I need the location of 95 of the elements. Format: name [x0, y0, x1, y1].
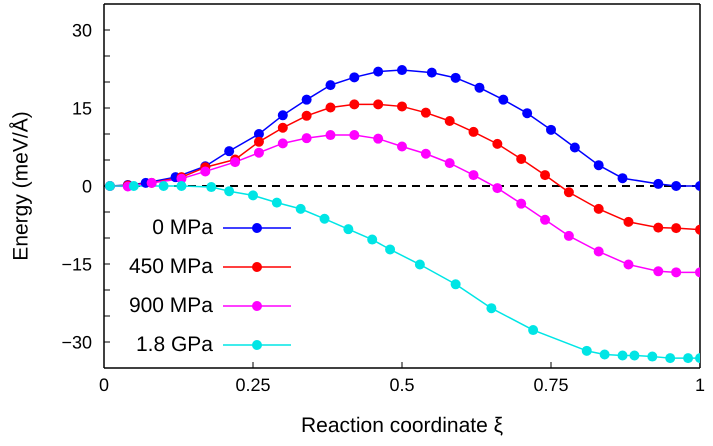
point — [450, 279, 461, 290]
point — [397, 65, 407, 76]
point — [618, 350, 628, 361]
point — [653, 266, 664, 276]
point — [302, 94, 312, 105]
point — [325, 130, 336, 140]
point — [349, 72, 360, 82]
point — [397, 141, 407, 152]
point — [564, 230, 574, 241]
x-tick-label: 0.5 — [389, 374, 415, 395]
point — [426, 68, 437, 78]
point — [653, 178, 664, 189]
point — [397, 101, 407, 112]
point — [665, 353, 676, 364]
point — [671, 267, 682, 278]
point — [629, 350, 640, 361]
x-tick-label: 1 — [694, 374, 706, 395]
point — [540, 170, 550, 180]
point — [278, 138, 288, 148]
y-axis-title: Energy (meV/Å) — [8, 111, 32, 261]
point — [618, 173, 628, 184]
point — [492, 138, 502, 149]
y-tick-label: 15 — [72, 98, 92, 118]
point — [128, 181, 139, 191]
point — [320, 214, 330, 224]
point — [343, 224, 354, 234]
point — [492, 183, 502, 194]
point — [570, 142, 580, 153]
point — [302, 110, 312, 121]
point — [420, 148, 431, 159]
point — [474, 82, 484, 93]
point — [468, 126, 479, 137]
legend-label: 0 MPa — [151, 216, 213, 240]
point — [671, 223, 682, 234]
legend-label: 1.8 GPa — [134, 332, 213, 356]
point — [224, 146, 234, 156]
point — [349, 130, 360, 140]
point — [623, 260, 634, 270]
y-tick-label: 30 — [72, 20, 92, 40]
point — [248, 190, 258, 200]
point — [468, 170, 479, 180]
point — [444, 116, 455, 126]
x-axis-title: Reaction coordinate ξ — [300, 414, 504, 437]
point — [230, 157, 240, 168]
point — [373, 99, 384, 110]
point — [600, 349, 610, 360]
point — [272, 198, 282, 208]
point — [582, 346, 592, 356]
point — [540, 214, 550, 225]
x-tick-label: 0.25 — [235, 374, 271, 395]
point — [278, 122, 288, 133]
point — [254, 136, 264, 147]
point — [254, 148, 264, 158]
point — [200, 166, 210, 176]
point — [498, 94, 508, 105]
point — [522, 108, 532, 118]
point — [325, 80, 336, 90]
point — [206, 182, 216, 192]
point — [176, 181, 186, 191]
point — [373, 66, 384, 77]
point — [546, 124, 556, 135]
point — [444, 158, 455, 168]
point — [594, 160, 604, 170]
point — [653, 222, 664, 233]
point — [486, 303, 496, 314]
point — [683, 353, 694, 364]
point — [224, 186, 234, 196]
point — [414, 260, 425, 270]
y-tick-label: −15 — [61, 254, 92, 274]
point — [450, 72, 461, 83]
point — [367, 234, 378, 245]
x-tick-label: 0.75 — [533, 374, 569, 395]
point — [325, 102, 336, 112]
point — [302, 133, 312, 144]
point — [385, 244, 396, 254]
point — [349, 99, 360, 110]
y-tick-label: −30 — [61, 332, 92, 352]
point — [516, 154, 526, 164]
point — [671, 181, 682, 191]
point — [296, 204, 306, 214]
point — [647, 352, 658, 362]
point — [420, 108, 431, 118]
point — [594, 204, 604, 214]
point — [594, 246, 604, 257]
y-tick-label: 0 — [82, 176, 92, 196]
point — [158, 181, 169, 191]
point — [278, 110, 288, 120]
point — [528, 325, 538, 336]
point — [373, 134, 384, 144]
point — [564, 187, 574, 198]
legend-label: 900 MPa — [128, 294, 213, 318]
legend-label: 450 MPa — [128, 254, 213, 278]
point — [623, 216, 634, 227]
x-tick-label: 0 — [98, 374, 110, 395]
point — [516, 198, 526, 209]
